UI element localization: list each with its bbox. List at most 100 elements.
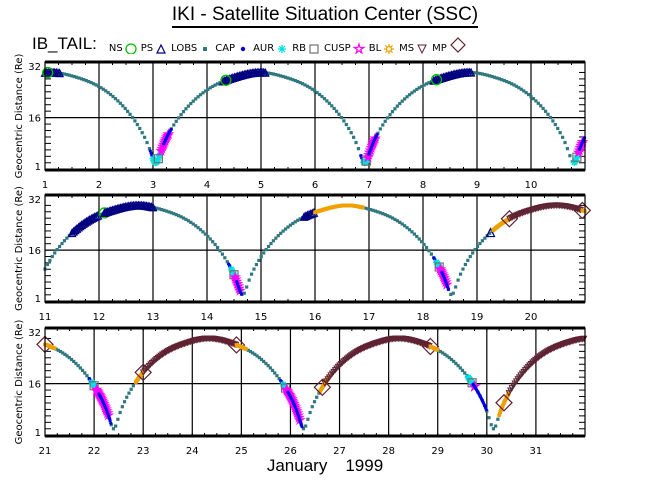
region-marker-ms_down xyxy=(522,208,529,216)
x-tick-label: 20 xyxy=(525,312,538,323)
x-tick-label: 3 xyxy=(150,180,156,191)
region-marker-ms_down xyxy=(179,341,187,348)
orbit-point xyxy=(99,86,103,90)
orbit-point xyxy=(429,252,433,256)
x-tick-label: 23 xyxy=(137,446,150,457)
x-tick-label: 16 xyxy=(309,312,322,323)
orbit-point xyxy=(281,74,285,79)
orbit-point xyxy=(454,361,458,366)
orbit-point xyxy=(169,211,173,215)
region-marker-ms xyxy=(141,370,145,375)
orbit-point xyxy=(62,72,67,76)
orbit-point xyxy=(395,219,399,223)
orbit-point xyxy=(288,223,293,227)
orbit-point xyxy=(270,368,275,373)
orbit-point xyxy=(130,115,135,120)
orbit-point xyxy=(58,349,63,354)
orbit-point xyxy=(87,79,91,84)
orbit-point xyxy=(177,214,181,218)
x-tick-label: 17 xyxy=(363,312,376,323)
legend-item-cap: CAP xyxy=(215,42,250,54)
orbit-point xyxy=(65,72,69,77)
region-marker-ms xyxy=(435,348,440,352)
orbit-point xyxy=(60,241,64,246)
x-tick-label: 12 xyxy=(93,312,106,323)
region-marker-ms_down xyxy=(163,348,171,356)
orbit-point xyxy=(487,416,491,420)
orbit-point xyxy=(225,260,229,264)
orbit-point xyxy=(551,119,555,123)
orbit-point xyxy=(82,78,86,82)
orbit-point xyxy=(198,228,203,232)
orbit-point xyxy=(133,119,137,123)
orbit-point xyxy=(275,374,279,378)
orbit-point xyxy=(271,72,276,76)
orbit-point xyxy=(143,135,147,139)
orbit-point xyxy=(473,71,477,75)
orbit-point xyxy=(57,244,62,249)
orbit-point xyxy=(478,241,482,246)
orbit-point xyxy=(279,74,283,78)
orbit-point xyxy=(514,84,519,88)
orbit-point xyxy=(96,213,101,217)
orbit-point xyxy=(335,109,339,113)
orbit-point xyxy=(298,217,302,221)
region-marker-aur xyxy=(300,425,304,429)
orbit-point xyxy=(398,220,402,224)
orbit-point xyxy=(553,122,557,127)
orbit-point xyxy=(543,109,548,113)
orbit-point xyxy=(301,427,306,431)
legend-label: AUR xyxy=(253,43,275,54)
orbit-point xyxy=(67,356,71,360)
orbit-point xyxy=(114,424,118,428)
orbit-point xyxy=(536,101,540,105)
orbit-point xyxy=(62,239,67,243)
orbit-point xyxy=(208,86,212,90)
region-marker-ms_down xyxy=(176,342,184,349)
orbit-point xyxy=(246,348,250,352)
legend-item-ps: PS xyxy=(141,42,168,54)
region-marker-ms_down xyxy=(361,344,368,352)
orbit-point xyxy=(451,291,455,295)
orbit-point xyxy=(541,106,545,111)
orbit-point xyxy=(106,91,110,95)
orbit-point xyxy=(495,76,499,80)
region-marker-lobs xyxy=(69,226,79,236)
orbit-point xyxy=(118,101,122,105)
region-marker-ms_down xyxy=(557,342,564,349)
orbit-point xyxy=(122,400,127,404)
orbit-point xyxy=(312,400,317,404)
orbit-point xyxy=(113,97,118,101)
region-marker-ps xyxy=(430,74,443,86)
orbit-point xyxy=(131,384,135,388)
orbit-point xyxy=(286,225,290,229)
orbit-point xyxy=(308,86,312,90)
x-tick-label: 9 xyxy=(474,180,480,191)
orbit-point xyxy=(252,267,256,271)
orbit-point xyxy=(147,147,152,151)
region-marker-aur xyxy=(239,292,244,296)
orbit-point xyxy=(325,99,329,103)
region-marker-ms_down xyxy=(352,349,360,356)
legend-label: CAP xyxy=(215,43,236,54)
orbit-point xyxy=(135,122,139,127)
orbit-point xyxy=(310,87,314,91)
orbit-point xyxy=(196,226,200,230)
orbit-point xyxy=(438,349,443,354)
x-tick-label: 22 xyxy=(88,446,101,457)
region-marker-ms_down xyxy=(548,345,555,353)
orbit-point xyxy=(420,240,424,244)
orbit-point xyxy=(520,371,524,376)
orbit-point xyxy=(184,217,188,221)
region-marker-aur xyxy=(375,133,379,137)
asterisk-icon xyxy=(278,45,287,53)
orbit-point xyxy=(50,254,54,259)
legend-item-cusp: CUSP xyxy=(324,42,366,54)
x-tick-label: 13 xyxy=(147,312,160,323)
orbit-point xyxy=(116,417,120,421)
orbit-point xyxy=(500,78,504,82)
region-marker-ms xyxy=(361,205,365,210)
orbit-point xyxy=(276,73,280,77)
legend-label: LOBS xyxy=(171,43,198,54)
orbit-point xyxy=(279,231,283,235)
